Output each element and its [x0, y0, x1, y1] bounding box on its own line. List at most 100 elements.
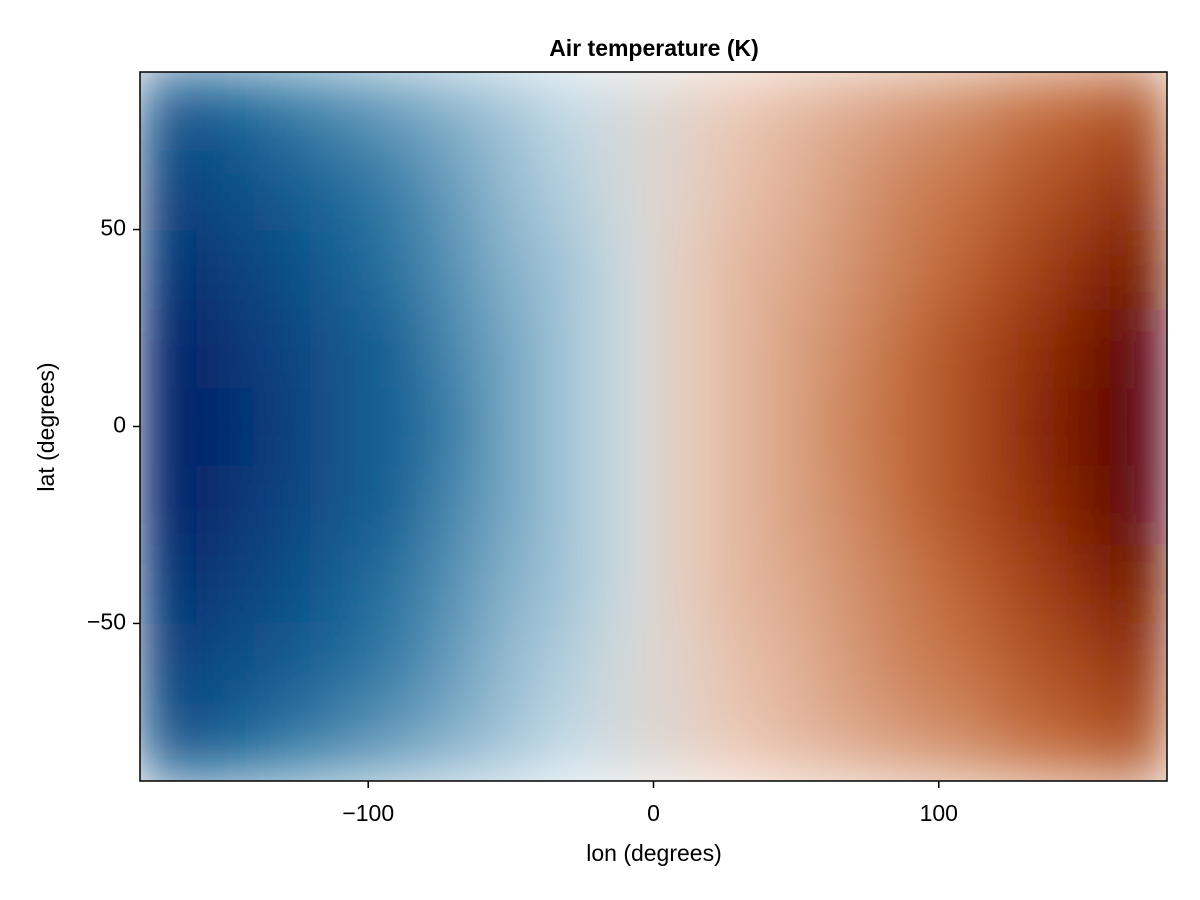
heatmap-cell: [995, 622, 1054, 703]
heatmap-cell: [538, 465, 597, 546]
heatmap-cell: [253, 701, 312, 781]
heatmap-cell: [1109, 229, 1167, 309]
heatmap-area: [140, 72, 1167, 781]
heatmap-cell: [310, 701, 369, 781]
heatmap-cell: [424, 386, 483, 467]
heatmap-cell: [1109, 386, 1167, 467]
heatmap-cell: [1052, 150, 1111, 231]
heatmap-cell: [253, 465, 312, 546]
heatmap-cell: [653, 465, 712, 546]
heatmap-cell: [140, 701, 198, 781]
heatmap-cell: [196, 544, 255, 624]
heatmap-cell: [253, 307, 312, 388]
heatmap-cell: [253, 544, 312, 624]
heatmap-cell: [710, 150, 769, 231]
heatmap-cell: [196, 622, 255, 703]
heatmap-cell: [767, 72, 826, 152]
x-tick-label: −100: [342, 800, 394, 826]
heatmap-cell: [196, 307, 255, 388]
heatmap-cell: [538, 72, 597, 152]
heatmap-cell: [140, 307, 198, 388]
heatmap-cell: [310, 307, 369, 388]
heatmap-cell: [938, 307, 997, 388]
heatmap-cell: [196, 386, 255, 467]
heatmap-cell: [653, 307, 712, 388]
heatmap-cell: [538, 386, 597, 467]
heatmap-cell: [481, 72, 540, 152]
heatmap-cell: [367, 307, 426, 388]
heatmap-cell: [253, 72, 312, 152]
heatmap-cell: [938, 72, 997, 152]
heatmap-cell: [824, 544, 883, 624]
heatmap-cell: [140, 544, 198, 624]
heatmap-cell: [710, 465, 769, 546]
heatmap-cell: [938, 701, 997, 781]
y-tick-label: 50: [100, 215, 126, 241]
heatmap-cell: [481, 544, 540, 624]
heatmap-cell: [995, 386, 1054, 467]
heatmap-cell: [424, 150, 483, 231]
heatmap-cell: [481, 150, 540, 231]
heatmap-cell: [995, 544, 1054, 624]
heatmap-cell: [881, 622, 940, 703]
heatmap-cell: [767, 150, 826, 231]
heatmap-cell: [938, 544, 997, 624]
heatmap-cell: [1052, 72, 1111, 152]
heatmap-cell: [310, 229, 369, 309]
heatmap-cell: [767, 465, 826, 546]
heatmap-cell: [653, 72, 712, 152]
heatmap-cell: [310, 622, 369, 703]
heatmap-cell: [710, 701, 769, 781]
heatmap-cell: [1109, 544, 1167, 624]
heatmap-cell: [881, 307, 940, 388]
axes: −100 0 100 −50 0 50: [87, 71, 1168, 826]
heatmap-cell: [538, 229, 597, 309]
heatmap-cell: [310, 72, 369, 152]
heatmap-cell: [710, 229, 769, 309]
y-axis-label: lat (degrees): [33, 362, 59, 491]
heatmap-cell: [710, 544, 769, 624]
heatmap-cell: [481, 307, 540, 388]
heatmap-cell: [995, 701, 1054, 781]
heatmap-cell: [196, 465, 255, 546]
heatmap-cell: [253, 386, 312, 467]
heatmap-cell: [595, 72, 654, 152]
heatmap-cell: [196, 150, 255, 231]
heatmap-cell: [767, 386, 826, 467]
heatmap-cell: [424, 465, 483, 546]
heatmap-cell: [1109, 307, 1167, 388]
heatmap-cell: [367, 622, 426, 703]
heatmap-cell: [140, 229, 198, 309]
heatmap-cell: [653, 229, 712, 309]
heatmap-cell: [995, 229, 1054, 309]
heatmap-cell: [1052, 465, 1111, 546]
heatmap-cell: [824, 307, 883, 388]
heatmap-cell: [367, 72, 426, 152]
heatmap-cell: [824, 465, 883, 546]
y-tick-label: −50: [87, 609, 126, 635]
heatmap-cell: [538, 622, 597, 703]
y-tick-label: 0: [113, 412, 126, 438]
x-tick-label: 0: [647, 800, 660, 826]
heatmap-cell: [310, 150, 369, 231]
heatmap-cell: [881, 701, 940, 781]
heatmap-cell: [140, 465, 198, 546]
heatmap-cell: [653, 701, 712, 781]
heatmap-cell: [367, 701, 426, 781]
heatmap-cell: [595, 307, 654, 388]
heatmap-cell: [824, 72, 883, 152]
heatmap-cell: [424, 307, 483, 388]
heatmap-cell: [140, 622, 198, 703]
heatmap-cell: [196, 701, 255, 781]
heatmap-cell: [881, 465, 940, 546]
heatmap-cell: [1052, 386, 1111, 467]
heatmap-cell: [253, 150, 312, 231]
heatmap-cell: [1052, 307, 1111, 388]
heatmap-cell: [367, 465, 426, 546]
heatmap-cell: [653, 386, 712, 467]
heatmap-cell: [995, 150, 1054, 231]
heatmap-cell: [595, 701, 654, 781]
heatmap-cell: [595, 544, 654, 624]
heatmap-cell: [767, 229, 826, 309]
heatmap-cell: [1109, 72, 1167, 152]
